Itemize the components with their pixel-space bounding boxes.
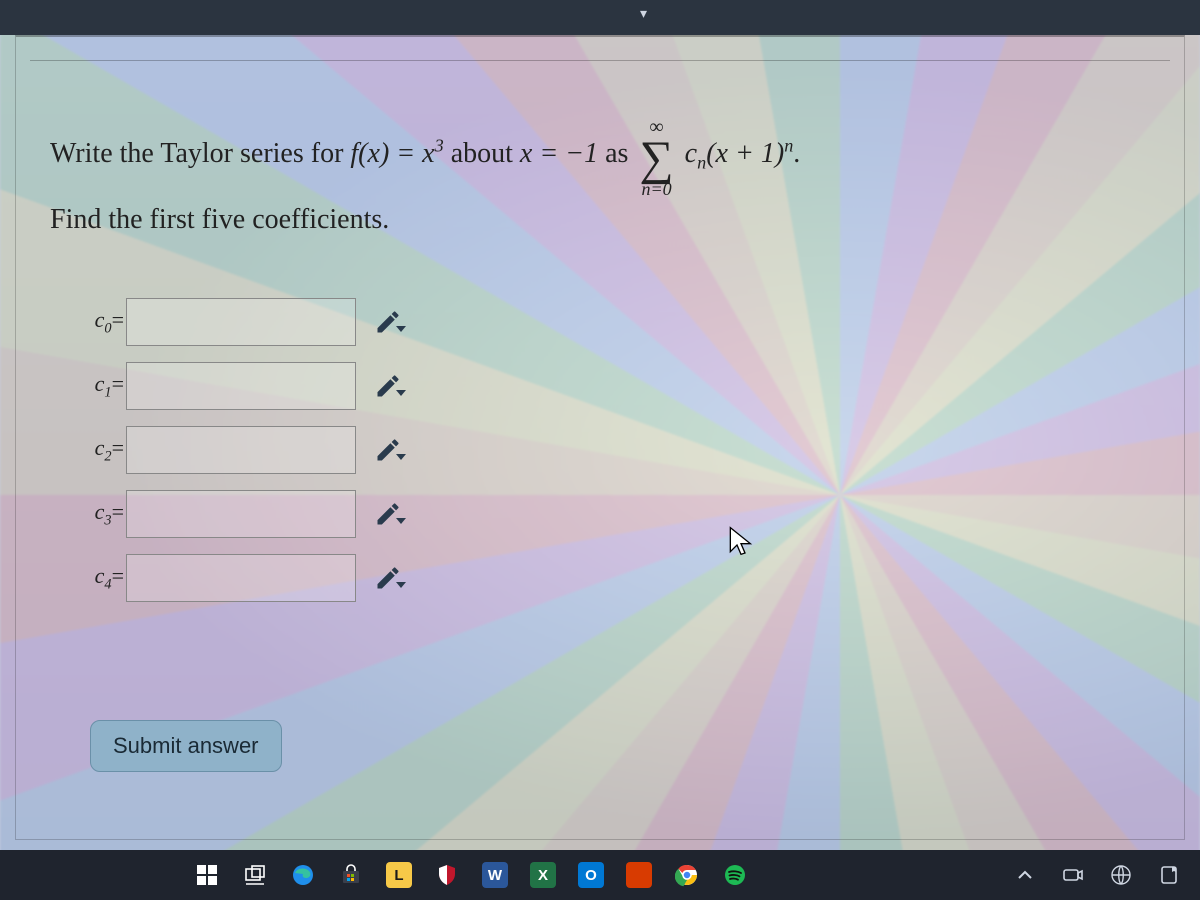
taskbar-chrome-icon[interactable] xyxy=(666,854,708,896)
equation-editor-button[interactable] xyxy=(372,496,408,532)
coefficient-input-c2[interactable] xyxy=(126,426,356,474)
math-fx: f(x) = x3 xyxy=(350,138,450,169)
tray-note-icon[interactable] xyxy=(1148,854,1190,896)
windows-taskbar: L WXO xyxy=(0,850,1200,900)
coefficient-row: c3= xyxy=(70,482,408,546)
coefficient-input-c1[interactable] xyxy=(126,362,356,410)
tray-up-icon[interactable] xyxy=(1004,854,1046,896)
equation-editor-button[interactable] xyxy=(372,432,408,468)
coefficient-row: c1= xyxy=(70,354,408,418)
taskbar-start-icon[interactable] xyxy=(186,854,228,896)
equation-editor-button[interactable] xyxy=(372,368,408,404)
taskbar-excel-icon[interactable]: X xyxy=(522,854,564,896)
taskbar-store-icon[interactable] xyxy=(330,854,372,896)
tray-globe-icon[interactable] xyxy=(1100,854,1142,896)
coefficient-row: c4= xyxy=(70,546,408,610)
taskbar-task-view-icon[interactable] xyxy=(234,854,276,896)
summation-symbol: ∞ ∑ n=0 xyxy=(639,117,673,198)
question-text: Write the Taylor series for f(x) = x3 ab… xyxy=(50,115,1150,244)
browser-tab-strip: ▾ xyxy=(0,0,1200,35)
question-text-part: as xyxy=(605,138,635,169)
question-text-part: about xyxy=(451,138,520,169)
question-text-part: Write the Taylor series for xyxy=(50,138,350,169)
coefficient-label: c2= xyxy=(70,435,126,465)
coefficients-grid: c0= c1= c2= c3= c4= xyxy=(70,290,408,610)
coefficient-label: c0= xyxy=(70,307,126,337)
horizontal-rule xyxy=(30,60,1170,61)
taskbar-app-l-icon[interactable]: L xyxy=(378,854,420,896)
coefficient-label: c4= xyxy=(70,563,126,593)
taskbar-mcafee-icon[interactable] xyxy=(426,854,468,896)
equation-editor-button[interactable] xyxy=(372,304,408,340)
taskbar-edge-icon[interactable] xyxy=(282,854,324,896)
taskbar-outlook-icon[interactable]: O xyxy=(570,854,612,896)
question-line2: Find the first five coefficients. xyxy=(50,196,1150,244)
coefficient-input-c3[interactable] xyxy=(126,490,356,538)
equation-editor-button[interactable] xyxy=(372,560,408,596)
coefficient-label: c3= xyxy=(70,499,126,529)
tray-camera-icon[interactable] xyxy=(1052,854,1094,896)
math-xeq: x = −1 xyxy=(520,138,598,169)
tab-dropdown-icon[interactable]: ▾ xyxy=(640,6,647,23)
taskbar-word-icon[interactable]: W xyxy=(474,854,516,896)
taskbar-spotify-icon[interactable] xyxy=(714,854,756,896)
math-term: cn(x + 1)n xyxy=(685,138,794,169)
coefficient-row: c2= xyxy=(70,418,408,482)
taskbar-app-square-icon[interactable] xyxy=(618,854,660,896)
coefficient-input-c4[interactable] xyxy=(126,554,356,602)
submit-answer-button[interactable]: Submit answer xyxy=(90,720,282,772)
coefficient-row: c0= xyxy=(70,290,408,354)
coefficient-input-c0[interactable] xyxy=(126,298,356,346)
mouse-cursor-icon xyxy=(725,525,757,557)
coefficient-label: c1= xyxy=(70,371,126,401)
